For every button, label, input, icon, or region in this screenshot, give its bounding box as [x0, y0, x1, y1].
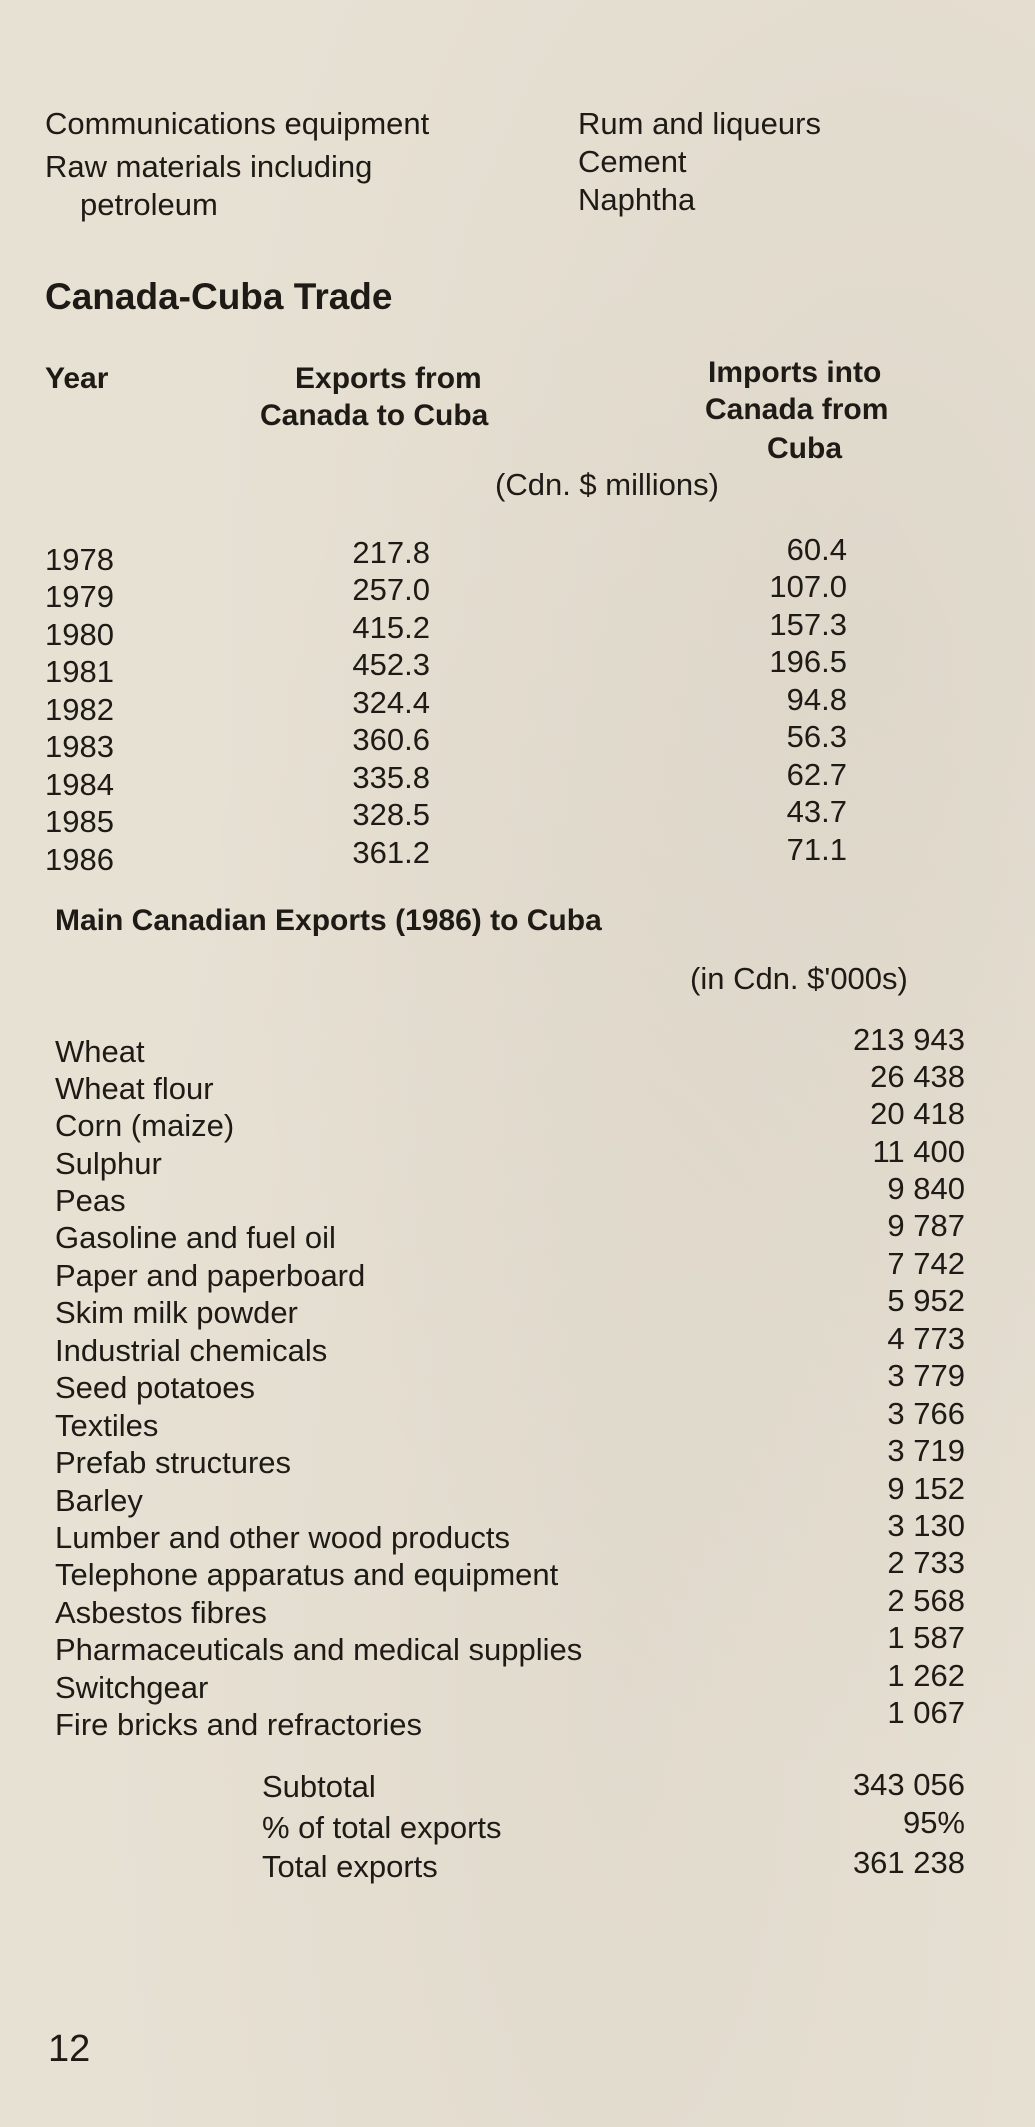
- export-item-value: 3 779: [887, 1358, 965, 1393]
- top-list-right-item: Cement: [578, 144, 687, 179]
- trade-year: 1979: [45, 579, 114, 614]
- export-item-value: 1 587: [887, 1620, 965, 1655]
- export-item-name: Fire bricks and refractories: [55, 1707, 422, 1742]
- export-item-value: 1 067: [887, 1695, 965, 1730]
- export-item-value: 7 742: [887, 1246, 965, 1281]
- export-item-name: Prefab structures: [55, 1445, 292, 1480]
- trade-year: 1984: [45, 767, 114, 802]
- trade-exports-value: 335.8: [352, 760, 430, 795]
- export-item-name: Industrial chemicals: [55, 1333, 328, 1368]
- trade-imports-value: 56.3: [786, 719, 847, 754]
- trade-imports-value: 62.7: [786, 757, 847, 792]
- trade-year: 1983: [45, 729, 114, 764]
- top-list-right-item: Naphtha: [578, 182, 696, 217]
- export-item-name: Barley: [55, 1483, 143, 1518]
- column-header-exports-line2: Canada to Cuba: [260, 399, 489, 432]
- trade-exports-value: 324.4: [352, 685, 430, 720]
- export-item-value: 3 130: [887, 1508, 965, 1543]
- section-title-exports: Main Canadian Exports (1986) to Cuba: [55, 904, 602, 937]
- export-item-value: 4 773: [887, 1321, 965, 1356]
- top-list-left-item: petroleum: [80, 187, 218, 222]
- trade-imports-value: 71.1: [786, 832, 847, 867]
- export-item-value: 5 952: [887, 1283, 965, 1318]
- export-item-name: Telephone apparatus and equipment: [55, 1557, 559, 1592]
- section-title-trade: Canada-Cuba Trade: [45, 276, 393, 317]
- export-item-value: 20 418: [870, 1096, 965, 1131]
- trade-exports-value: 328.5: [352, 797, 430, 832]
- trade-year: 1980: [45, 617, 114, 652]
- export-item-value: 9 152: [887, 1471, 965, 1506]
- trade-exports-value: 452.3: [352, 647, 430, 682]
- export-item-value: 3 766: [887, 1396, 965, 1431]
- export-item-name: Seed potatoes: [55, 1370, 255, 1405]
- trade-exports-value: 217.8: [352, 535, 430, 570]
- trade-exports-value: 361.2: [352, 835, 430, 870]
- trade-imports-value: 107.0: [769, 569, 847, 604]
- export-item-name: Lumber and other wood products: [55, 1520, 510, 1555]
- export-item-value: 11 400: [872, 1134, 965, 1169]
- total-exports-label: Total exports: [262, 1849, 438, 1884]
- export-item-name: Skim milk powder: [55, 1295, 298, 1330]
- trade-imports-value: 157.3: [769, 607, 847, 642]
- trade-exports-value: 257.0: [352, 572, 430, 607]
- export-item-name: Pharmaceuticals and medical supplies: [55, 1632, 583, 1667]
- export-item-name: Corn (maize): [55, 1108, 235, 1143]
- subtotal-label: Subtotal: [262, 1769, 376, 1804]
- trade-imports-value: 94.8: [786, 682, 847, 717]
- export-item-name: Textiles: [55, 1408, 159, 1443]
- column-header-exports-line1: Exports from: [295, 362, 482, 395]
- export-item-name: Switchgear: [55, 1670, 209, 1705]
- export-item-name: Wheat: [55, 1034, 145, 1069]
- export-item-value: 2 568: [887, 1583, 965, 1618]
- trade-units-label: (Cdn. $ millions): [495, 467, 719, 502]
- percent-label: % of total exports: [262, 1810, 502, 1845]
- top-list-left-item: Communications equipment: [45, 106, 430, 141]
- trade-year: 1986: [45, 842, 114, 877]
- export-item-name: Wheat flour: [55, 1071, 214, 1106]
- export-item-value: 3 719: [887, 1433, 965, 1468]
- export-item-value: 213 943: [852, 1022, 965, 1057]
- trade-imports-value: 43.7: [786, 794, 847, 829]
- column-header-imports-line2: Canada from: [705, 393, 889, 426]
- top-list-left-item: Raw materials including: [45, 149, 373, 184]
- export-item-value: 2 733: [887, 1545, 965, 1580]
- export-item-value: 9 840: [887, 1171, 965, 1206]
- export-item-name: Gasoline and fuel oil: [55, 1220, 336, 1255]
- trade-year: 1985: [45, 804, 114, 839]
- column-header-year: Year: [45, 362, 109, 395]
- export-item-name: Asbestos fibres: [55, 1595, 267, 1630]
- trade-exports-value: 415.2: [352, 610, 430, 645]
- trade-imports-value: 196.5: [769, 644, 847, 679]
- exports-units-label: (in Cdn. $'000s): [690, 961, 908, 996]
- export-item-value: 26 438: [870, 1059, 965, 1094]
- trade-imports-value: 60.4: [786, 532, 847, 567]
- page-number: 12: [48, 2028, 91, 2070]
- column-header-imports-line3: Cuba: [767, 432, 842, 465]
- percent-value: 95%: [902, 1805, 965, 1840]
- export-item-name: Sulphur: [55, 1146, 162, 1181]
- trade-year: 1978: [45, 542, 114, 577]
- top-list-right-item: Rum and liqueurs: [578, 106, 821, 141]
- trade-year: 1982: [45, 692, 114, 727]
- subtotal-value: 343 056: [852, 1767, 965, 1802]
- export-item-value: 1 262: [887, 1658, 965, 1693]
- export-item-value: 9 787: [887, 1208, 965, 1243]
- export-item-name: Paper and paperboard: [55, 1258, 366, 1293]
- column-header-imports-line1: Imports into: [708, 356, 882, 389]
- export-item-name: Peas: [55, 1183, 126, 1218]
- trade-exports-value: 360.6: [352, 722, 430, 757]
- total-exports-value: 361 238: [852, 1845, 965, 1880]
- trade-year: 1981: [45, 654, 114, 689]
